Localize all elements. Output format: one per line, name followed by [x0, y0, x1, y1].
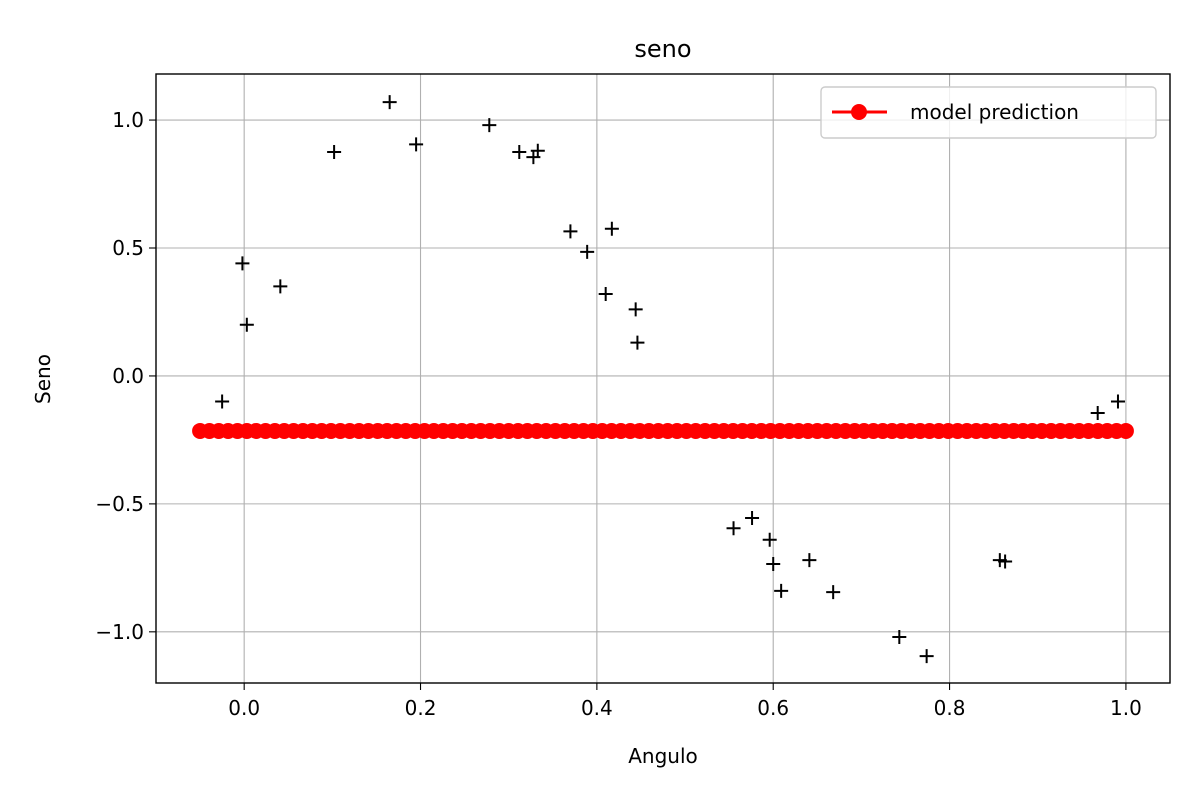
data-point-plus	[482, 118, 497, 133]
data-point-plus	[802, 553, 817, 568]
x-axis-title: Angulo	[628, 744, 698, 768]
y-tick-label: −1.0	[95, 620, 144, 644]
data-point-plus	[766, 557, 781, 572]
y-tick-label: 0.5	[112, 236, 144, 260]
data-point-plus	[762, 532, 777, 547]
legend-marker-swatch	[851, 104, 867, 120]
x-tick-label: 1.0	[1110, 696, 1142, 720]
x-tick-label: 0.0	[228, 696, 260, 720]
model-prediction-point	[1117, 422, 1134, 439]
legend-label-model-prediction: model prediction	[910, 100, 1079, 124]
data-point-plus	[409, 137, 424, 152]
series-model-prediction	[192, 422, 1134, 439]
x-tick-label: 0.4	[581, 696, 613, 720]
data-point-plus	[1110, 394, 1125, 409]
data-point-plus	[745, 510, 760, 525]
data-point-plus	[580, 244, 595, 259]
data-point-plus	[235, 256, 250, 271]
data-point-plus	[563, 224, 578, 239]
y-tick-label: 0.0	[112, 364, 144, 388]
data-point-plus	[726, 521, 741, 536]
data-point-plus	[239, 317, 254, 332]
data-point-plus	[630, 335, 645, 350]
data-point-plus	[892, 629, 907, 644]
chart-title: seno	[634, 35, 691, 63]
data-point-plus	[327, 145, 342, 160]
axis-ticks: 0.0 0.2 0.4 0.6 0.8 1.0 −1.0 −0.5 0.0 0.5 1.0	[95, 108, 1141, 720]
data-point-plus	[826, 585, 841, 600]
y-tick-label: 1.0	[112, 108, 144, 132]
plot-data	[192, 95, 1134, 664]
data-point-plus	[919, 649, 934, 664]
data-point-plus	[998, 554, 1013, 569]
legend-box	[820, 86, 1157, 139]
data-point-plus	[215, 394, 230, 409]
y-axis-title: Seno	[31, 354, 55, 404]
x-tick-label: 0.8	[934, 696, 966, 720]
x-tick-label: 0.2	[405, 696, 437, 720]
series-observed-points	[215, 95, 1125, 664]
data-point-plus	[1090, 406, 1105, 421]
data-point-plus	[774, 583, 789, 598]
data-point-plus	[273, 279, 288, 294]
data-point-plus	[530, 143, 545, 158]
data-point-plus	[598, 287, 613, 302]
data-point-plus	[604, 221, 619, 236]
legend: model prediction	[820, 86, 1157, 139]
plot-frame	[155, 73, 1171, 684]
data-point-plus	[628, 302, 643, 317]
x-tick-label: 0.6	[757, 696, 789, 720]
data-point-plus	[512, 145, 527, 160]
y-tick-label: −0.5	[95, 492, 144, 516]
data-point-plus	[382, 95, 397, 110]
